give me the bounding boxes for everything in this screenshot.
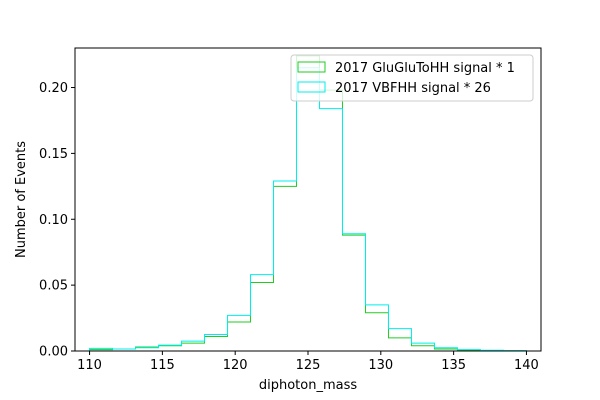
x-axis: 110 115 120 125 130 135 140	[77, 351, 539, 373]
y-tick-label: 0.20	[39, 81, 68, 96]
x-tick-label: 115	[150, 358, 175, 373]
legend-swatch	[297, 81, 326, 93]
legend-box	[290, 54, 534, 102]
legend-label: 2017 VBFHH signal * 26	[335, 81, 491, 96]
x-axis-label: diphoton_mass	[259, 378, 358, 393]
x-tick-label: 130	[368, 358, 393, 373]
x-tick-label: 140	[514, 358, 539, 373]
y-tick-label: 0.10	[39, 213, 68, 228]
legend-item: 2017 VBFHH signal * 26	[297, 81, 491, 96]
y-tick-label: 0.15	[39, 147, 68, 162]
x-tick-label: 125	[296, 358, 321, 373]
legend-label: 2017 GluGluToHH signal * 1	[335, 61, 515, 76]
legend-item: 2017 GluGluToHH signal * 1	[297, 61, 515, 76]
x-tick-label: 135	[441, 358, 466, 373]
legend: 2017 GluGluToHH signal * 1 2017 VBFHH sig…	[290, 54, 534, 102]
y-tick-label: 0.00	[39, 345, 68, 360]
y-axis: 0.00 0.05 0.10 0.15 0.20	[39, 81, 75, 360]
y-axis-label: Number of Events	[14, 141, 29, 258]
y-tick-label: 0.05	[39, 279, 68, 294]
legend-swatch	[297, 61, 326, 73]
x-tick-label: 120	[223, 358, 248, 373]
x-tick-label: 110	[77, 358, 102, 373]
